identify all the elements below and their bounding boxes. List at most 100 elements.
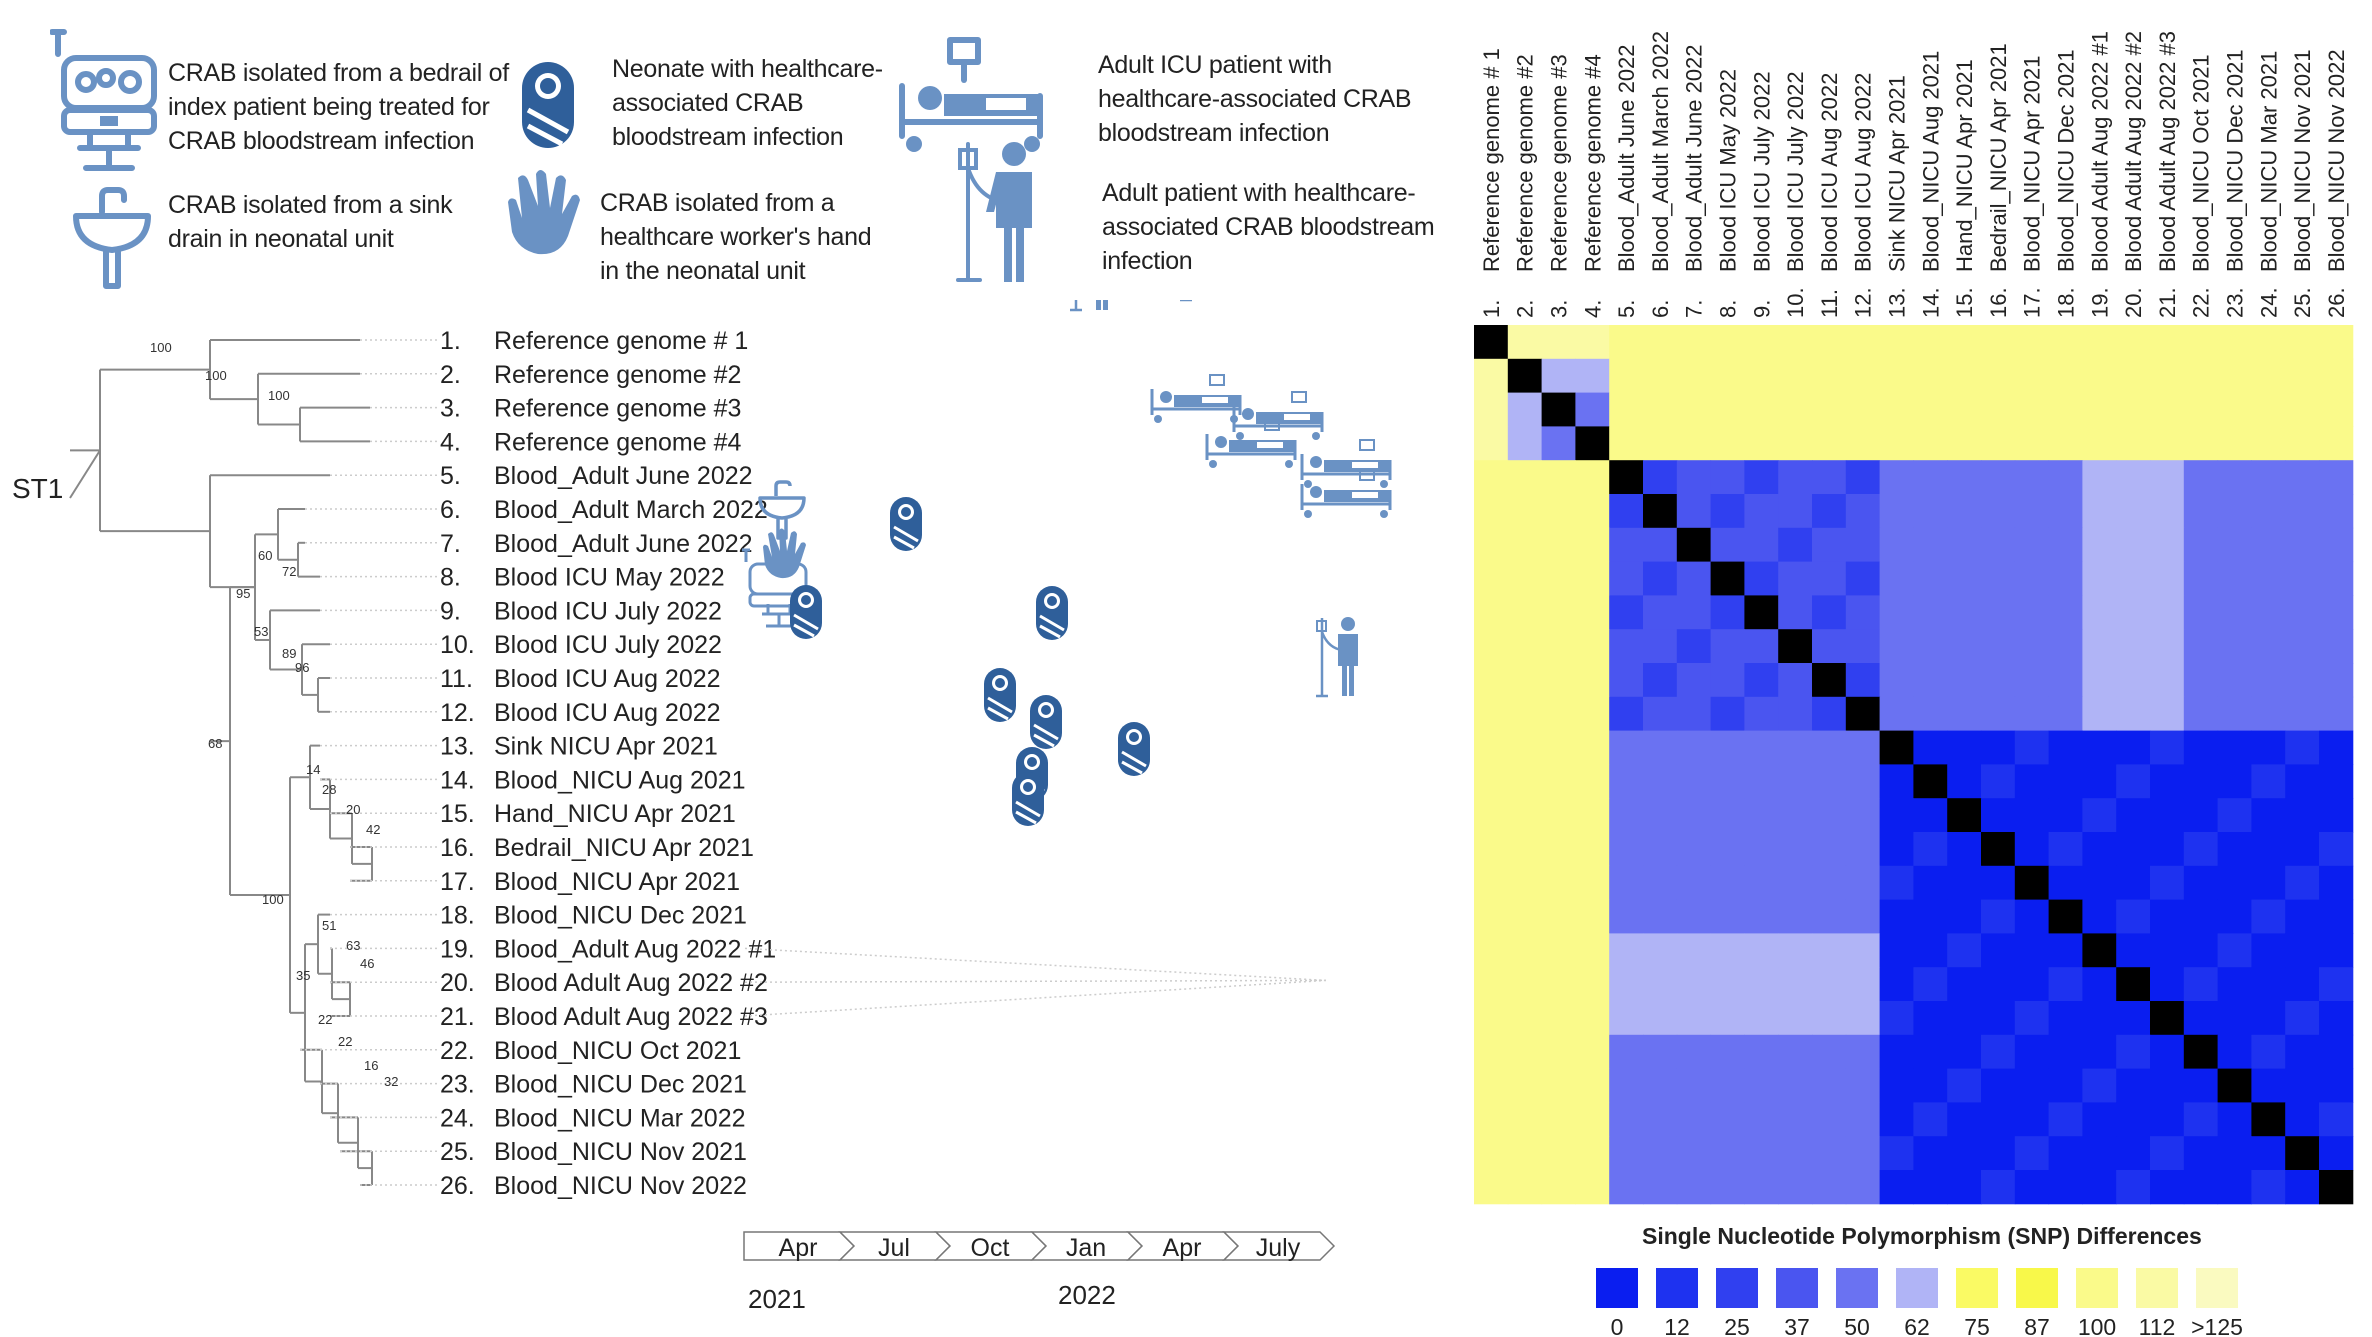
heatmap-cell: [1609, 426, 1644, 461]
heatmap-cell: [1609, 1102, 1644, 1137]
heatmap-cell: [1643, 832, 1678, 867]
heatmap-cell: [2014, 696, 2050, 732]
heatmap-cell: [2251, 1001, 2286, 1036]
isolate-number: 6.: [440, 496, 461, 524]
heatmap-cell: [1507, 1001, 1543, 1036]
heatmap-cell: [1474, 629, 1509, 664]
timeline-month: Oct: [934, 1231, 1048, 1262]
heatmap-cell: [1879, 1136, 1914, 1171]
heatmap-cell: [1947, 764, 1982, 799]
isolate-label: Blood_NICU Dec 2021: [494, 902, 747, 930]
heatmap-cell: [1676, 561, 1712, 596]
heatmap-cell: [2082, 629, 2117, 664]
heatmap-cell: [1879, 696, 1914, 732]
heatmap-cell: [2183, 325, 2219, 360]
heatmap-cell: [1507, 629, 1543, 664]
heatmap-cell: [2048, 696, 2083, 732]
heatmap-column-label: Blood ICU May 2022: [1716, 69, 1741, 272]
heatmap-cell: [1643, 696, 1678, 732]
heatmap-cell: [2319, 1102, 2354, 1137]
heatmap-cell: [1744, 798, 1779, 833]
heatmap-cell: [2150, 595, 2185, 630]
isolate-number: 12.: [440, 699, 475, 727]
heatmap-cell: [1913, 663, 1948, 698]
heatmap-cell: [1845, 1170, 1881, 1205]
snp-legend-swatch: 100: [2076, 1268, 2118, 1337]
heatmap-cell: [1947, 527, 1982, 563]
heatmap-cell: [1778, 460, 1813, 495]
heatmap-cell: [2285, 629, 2320, 664]
icon-legend: CRAB isolated from a bedrail of index pa…: [0, 0, 1440, 300]
heatmap-cell: [2285, 1170, 2320, 1205]
heatmap-cell: [1676, 358, 1712, 394]
heatmap-cell: [1474, 1170, 1509, 1205]
heatmap-cell: [1981, 1034, 2016, 1070]
heatmap-cell: [1643, 392, 1678, 427]
isolate-number: 18.: [440, 902, 475, 930]
heatmap-cell: [1845, 764, 1881, 799]
heatmap-cell: [1575, 865, 1610, 901]
heatmap-cell: [2285, 730, 2320, 765]
heatmap-cell: [2285, 460, 2320, 495]
heatmap-cell: [2150, 1102, 2185, 1137]
heatmap-cell: [1981, 1001, 2016, 1036]
heatmap-cell: [1981, 494, 2016, 529]
heatmap-column-label: Blood Adult Aug 2022 #3: [2155, 31, 2180, 272]
heatmap-cell: [2150, 325, 2185, 360]
legend-text-neonate: Neonate with healthcare- associated CRAB…: [612, 55, 883, 151]
heatmap-cell: [1507, 933, 1543, 968]
heatmap-cell: [1507, 1136, 1543, 1171]
heatmap-cell: [1643, 460, 1678, 495]
heatmap-cell: [1710, 865, 1745, 901]
heatmap-cell: [2285, 967, 2320, 1002]
heatmap-cell: [2082, 494, 2117, 529]
heatmap-cell: [1812, 527, 1847, 563]
heatmap-cell: [1541, 832, 1576, 867]
heatmap-cell: [1845, 426, 1881, 461]
isolate-label: Blood_NICU Nov 2021: [494, 1138, 747, 1166]
heatmap-cell: [1744, 663, 1779, 698]
svg-text:62: 62: [1904, 1314, 1930, 1337]
isolate-number: 22.: [440, 1037, 475, 1065]
heatmap-cell: [2150, 899, 2185, 934]
heatmap-cell: [1609, 1068, 1644, 1103]
snp-legend-title: Single Nucleotide Polymorphism (SNP) Dif…: [1642, 1223, 2202, 1249]
heatmap-cell: [1879, 764, 1914, 799]
heatmap-cell: [1812, 865, 1847, 901]
heatmap-column-number: 6.: [1648, 300, 1673, 318]
heatmap-cell: [1541, 764, 1576, 799]
heatmap-cell: [2048, 426, 2083, 461]
heatmap-cell: [1845, 527, 1881, 563]
heatmap-cell: [1507, 1068, 1543, 1103]
heatmap-cell: [1609, 561, 1644, 596]
heatmap-cell: [1744, 1068, 1779, 1103]
heatmap-cell: [1744, 1170, 1779, 1205]
heatmap-cell: [1676, 629, 1712, 664]
heatmap-cell: [1474, 460, 1509, 495]
heatmap-cell: [2319, 325, 2354, 360]
heatmap-cell: [1947, 865, 1982, 901]
heatmap-cell: [1575, 325, 1610, 360]
heatmap-cell: [1609, 392, 1644, 427]
heatmap-cell: [2217, 426, 2252, 461]
heatmap-cell: [1778, 629, 1813, 664]
snp-legend-swatch: 37: [1776, 1268, 1818, 1337]
heatmap-cell: [2319, 865, 2354, 901]
heatmap-cell: [1710, 1001, 1745, 1036]
heatmap-cell: [2183, 798, 2219, 833]
heatmap-cell: [1981, 426, 2016, 461]
legend-text-icu: Adult ICU patient with healthcare-associ…: [1098, 51, 1412, 147]
heatmap-cell: [1474, 899, 1509, 934]
hand-icon: [763, 528, 806, 579]
heatmap-cell: [1575, 933, 1610, 968]
heatmap-column-number: 14.: [1918, 287, 1943, 318]
heatmap-column-number: 22.: [2189, 287, 2214, 318]
heatmap-cell: [2183, 629, 2219, 664]
heatmap-cell: [2251, 1102, 2286, 1137]
heatmap-cell: [1507, 595, 1543, 630]
heatmap-cell: [2082, 1068, 2117, 1103]
heatmap-cell: [2150, 629, 2185, 664]
heatmap-cell: [2285, 426, 2320, 461]
heatmap-cell: [2285, 527, 2320, 563]
heatmap-column-label: Blood ICU Aug 2022: [1817, 73, 1842, 272]
